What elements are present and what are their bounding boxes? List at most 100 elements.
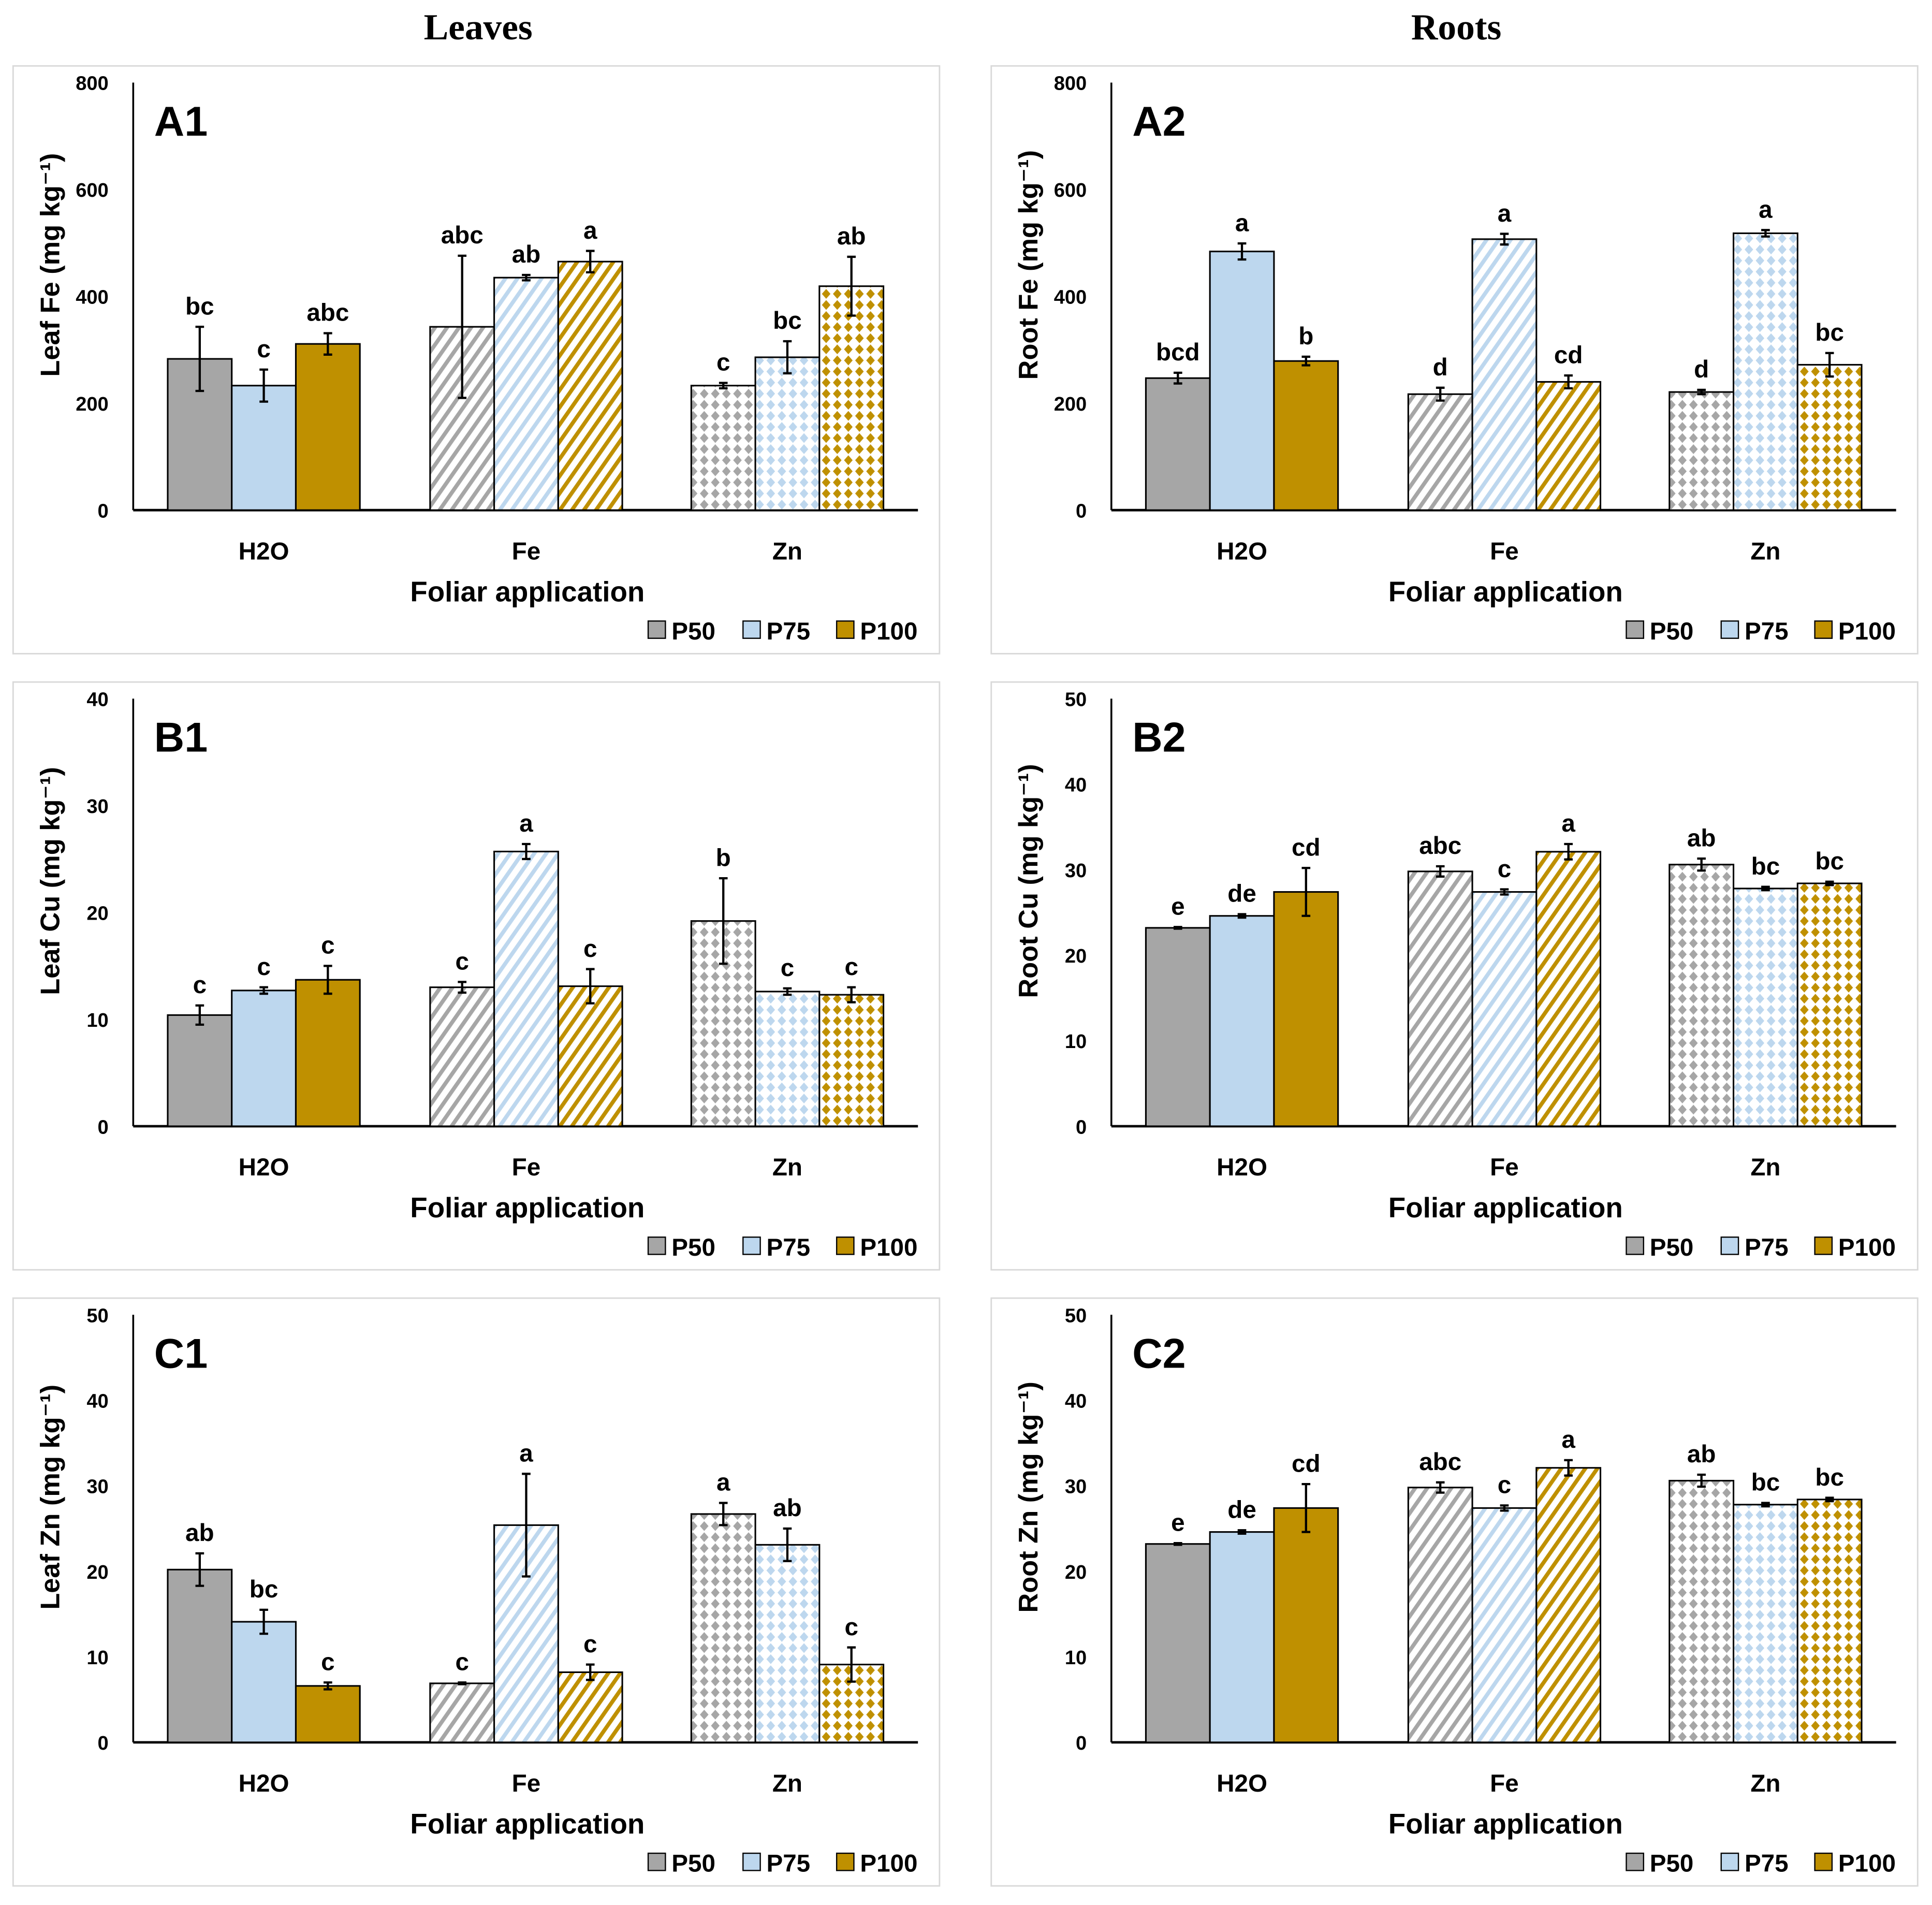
y-tick-label: 200	[76, 394, 109, 415]
error-bar	[1301, 355, 1311, 367]
legend-swatch	[742, 620, 761, 639]
legend-swatch	[1626, 1852, 1645, 1871]
bar-Fe-P100	[557, 260, 623, 511]
y-tick-label: 10	[1065, 1031, 1087, 1053]
legend-item-P100: P100	[1814, 1850, 1896, 1878]
significance-letter: c	[844, 1613, 858, 1641]
bar-Zn-P50	[1668, 1479, 1735, 1743]
bar-Zn-P75	[1732, 232, 1798, 511]
bar-H2O-P75	[231, 990, 297, 1127]
significance-letter: c	[193, 971, 207, 999]
bar-Zn-P100	[818, 994, 885, 1127]
y-tick-label: 30	[86, 1476, 108, 1498]
bar-H2O-P75	[1209, 1531, 1275, 1743]
y-tick-label: 800	[1054, 73, 1087, 95]
significance-letter: de	[1227, 880, 1256, 908]
y-tick-label: 400	[1054, 287, 1087, 309]
legend-item-P75: P75	[1720, 1234, 1789, 1261]
bar-Zn-P100	[1796, 363, 1863, 511]
x-tick-label: H2O	[1217, 1770, 1267, 1797]
y-tick-label: 40	[86, 1391, 108, 1413]
bar-Fe-P75	[1471, 891, 1538, 1127]
error-bar	[458, 1681, 467, 1685]
legend-swatch	[1720, 1237, 1739, 1255]
error-bar	[586, 968, 595, 1005]
bar-H2O-P75	[231, 1621, 297, 1743]
bar-Zn-P50	[690, 1513, 756, 1743]
error-bar	[1697, 857, 1706, 872]
legend-label: P50	[671, 618, 715, 645]
legend-swatch	[836, 620, 855, 639]
significance-letter: c	[257, 336, 270, 363]
legend-item-P50: P50	[647, 1234, 715, 1261]
bar-Zn-P75	[754, 356, 821, 511]
y-axis-label: Leaf Zn (mg kg⁻¹)	[36, 1385, 66, 1610]
y-tick-label: 0	[98, 500, 109, 522]
significance-letter: c	[716, 349, 730, 376]
significance-letter: bcd	[1156, 339, 1200, 366]
bar-Fe-P100	[1535, 381, 1602, 511]
significance-letter: c	[583, 1631, 597, 1658]
legend-swatch	[836, 1237, 855, 1255]
legend-swatch	[1814, 1852, 1833, 1871]
y-tick-label: 200	[1054, 394, 1087, 415]
bar-Fe-P100	[1535, 1467, 1602, 1743]
bar-H2O-P100	[1273, 1507, 1339, 1743]
significance-letter: bc	[1751, 1469, 1780, 1496]
legend-swatch	[836, 1852, 855, 1871]
x-tick-label: Fe	[512, 1770, 541, 1797]
error-bar	[259, 1608, 268, 1635]
bar-Fe-P50	[429, 1682, 495, 1743]
x-tick-label: Zn	[772, 1770, 802, 1797]
legend-swatch	[647, 1237, 666, 1255]
error-bar	[1173, 371, 1182, 385]
x-axis-label: Foliar application	[410, 1808, 645, 1840]
significance-letter: c	[321, 932, 334, 959]
y-tick-label: 40	[1065, 775, 1087, 796]
legend-item-P75: P75	[1720, 1850, 1789, 1878]
legend-swatch	[742, 1237, 761, 1255]
error-bar	[1564, 374, 1573, 389]
error-bar	[1564, 842, 1573, 861]
significance-letter: c	[455, 1648, 469, 1676]
error-bar	[586, 250, 595, 274]
error-bar	[1301, 1482, 1311, 1533]
significance-letter: bc	[1815, 848, 1844, 875]
panel-B1: 0 10 20 30 40 B1 Leaf Cu (mg kg⁻¹) Foliar appli…	[12, 681, 941, 1271]
x-tick-label: H2O	[1217, 1154, 1267, 1181]
x-tick-label: Fe	[1490, 1154, 1519, 1181]
error-bar	[783, 340, 792, 375]
column-title-leaves: Leaves	[424, 7, 533, 48]
panel-label: C1	[154, 1330, 208, 1377]
bar-H2O-P100	[1273, 360, 1339, 511]
significance-letter: a	[1759, 196, 1773, 224]
panel-C2: 0 10 20 30 40 50 C2 Root Zn (mg kg⁻¹) Foliar app…	[990, 1297, 1919, 1887]
legend-swatch	[1626, 1237, 1645, 1255]
legend-swatch	[1720, 1852, 1739, 1871]
y-axis-label: Root Cu (mg kg⁻¹)	[1014, 764, 1044, 998]
panel-frame	[12, 681, 941, 1271]
x-axis-label: Foliar application	[1388, 575, 1623, 607]
y-tick-label: 800	[76, 73, 109, 95]
legend-label: P100	[1838, 1234, 1896, 1261]
significance-letter: a	[519, 810, 533, 837]
significance-letter: e	[1171, 1509, 1184, 1536]
y-tick-label: 600	[1054, 180, 1087, 201]
x-tick-label: Zn	[772, 537, 802, 565]
error-bar	[1825, 352, 1834, 378]
legend-item-P100: P100	[1814, 618, 1896, 645]
x-axis-label: Foliar application	[1388, 1808, 1623, 1840]
x-tick-label: Zn	[1750, 1154, 1780, 1181]
significance-letter: ab	[773, 1494, 802, 1522]
legend-swatch	[1814, 620, 1833, 639]
significance-letter: bc	[185, 293, 214, 320]
y-axis-label: Leaf Fe (mg kg⁻¹)	[36, 153, 66, 377]
significance-letter: ab	[512, 241, 541, 268]
x-tick-label: H2O	[239, 537, 289, 565]
y-axis-label: Leaf Cu (mg kg⁻¹)	[36, 767, 66, 995]
panel-C1: 0 10 20 30 40 50 C1 Leaf Zn (mg kg⁻¹) Foliar app…	[12, 1297, 941, 1887]
bar-H2O-P100	[295, 1685, 361, 1743]
y-tick-label: 20	[86, 1562, 108, 1583]
significance-letter: c	[844, 953, 858, 981]
